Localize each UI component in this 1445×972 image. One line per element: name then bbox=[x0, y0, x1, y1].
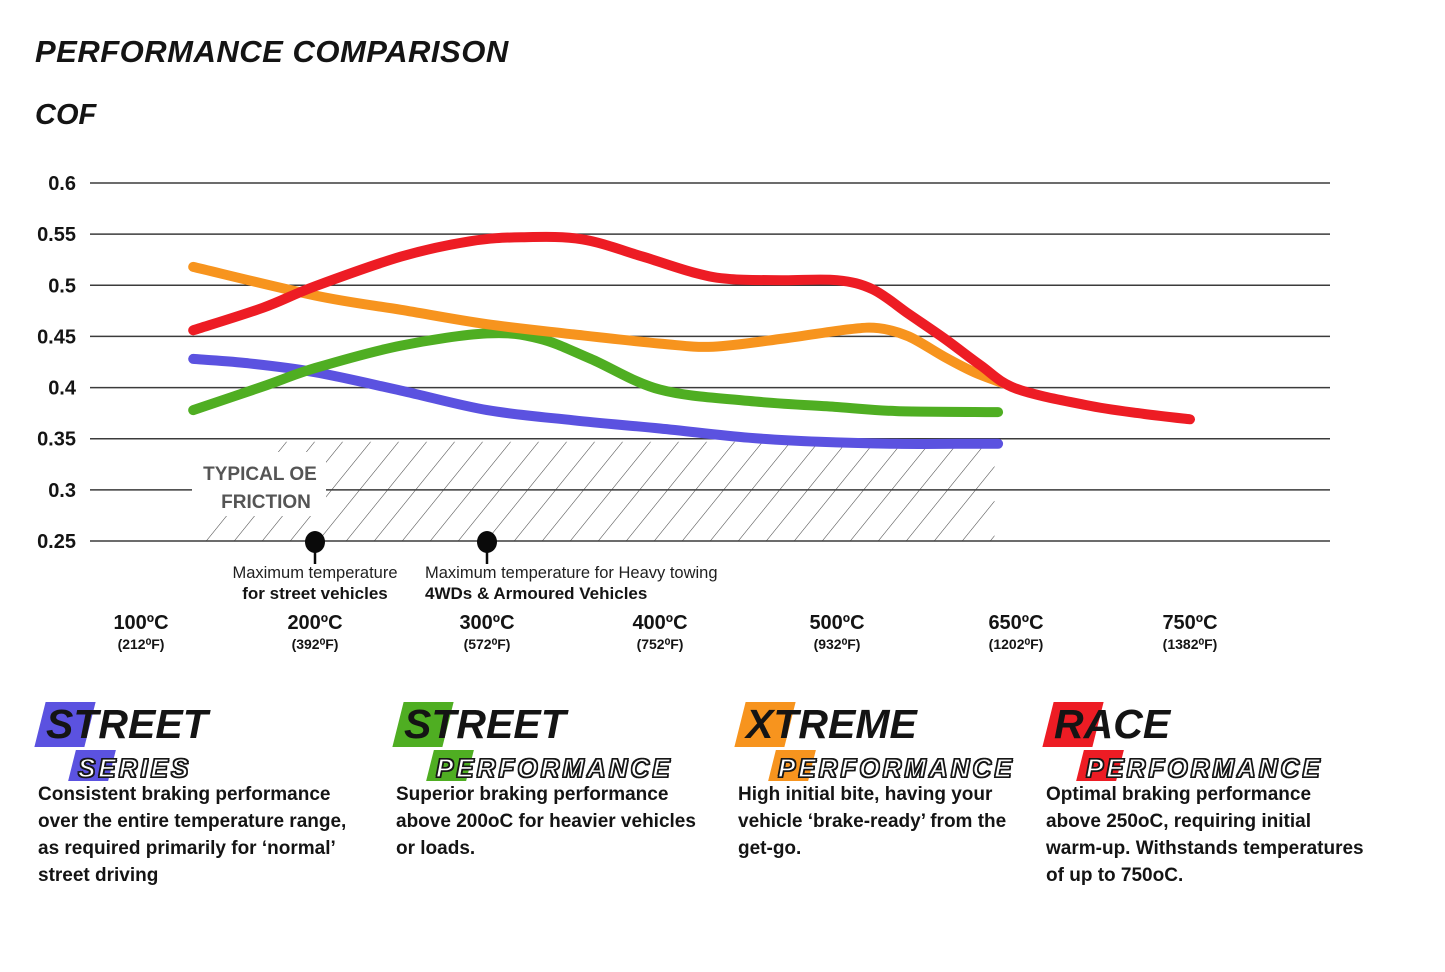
x-tick-label-fahrenheit: (1202⁰F) bbox=[989, 636, 1044, 652]
x-tick-label-fahrenheit: (932⁰F) bbox=[814, 636, 861, 652]
brand-logo-street-series: STREET SERIES bbox=[34, 699, 363, 782]
y-tick-label: 0.6 bbox=[48, 173, 76, 195]
oe-friction-zone: TYPICAL OE FRICTION bbox=[189, 441, 995, 541]
axis-labels: 0.6 0.55 0.5 0.45 0.4 0.35 0.3 0.25 100ºC (212⁰F)… bbox=[37, 173, 1218, 652]
x-tick-label-fahrenheit: (212⁰F) bbox=[118, 636, 165, 652]
logo-word-secondary: PERFORMANCE bbox=[777, 753, 1015, 783]
x-tick-label-fahrenheit: (572⁰F) bbox=[464, 636, 511, 652]
brand-logo-race-performance: RACE PERFORMANCE bbox=[1042, 699, 1368, 782]
marker-label-line2: for street vehicles bbox=[242, 584, 388, 603]
x-tick-label-celsius: 750ºC bbox=[1162, 612, 1217, 634]
y-tick-label: 0.45 bbox=[37, 326, 76, 348]
performance-chart: TYPICAL OE FRICTION Maximum temperature fo… bbox=[37, 173, 1330, 652]
legend-item-street-performance: STREET PERFORMANCE Superior braking perfor… bbox=[392, 699, 716, 863]
brand-logo-street-performance: STREET PERFORMANCE bbox=[392, 699, 716, 782]
legend-description: Consistent braking performance over the … bbox=[38, 784, 347, 886]
x-tick-label-fahrenheit: (392⁰F) bbox=[292, 636, 339, 652]
series-line-street-performance bbox=[188, 328, 1004, 418]
marker-label-line1: Maximum temperature bbox=[232, 564, 397, 582]
legend-description: Superior braking performance above 200oC… bbox=[396, 784, 696, 859]
marker-dot bbox=[477, 531, 497, 553]
y-tick-label: 0.5 bbox=[48, 275, 76, 297]
x-tick-label-celsius: 400ºC bbox=[632, 612, 687, 634]
x-tick-label-celsius: 200ºC bbox=[287, 612, 342, 634]
legend-description: High initial bite, having your vehicle ‘… bbox=[738, 784, 1007, 859]
logo-word-primary: STREET bbox=[46, 701, 208, 747]
x-tick-label-fahrenheit: (1382⁰F) bbox=[1163, 636, 1218, 652]
series-line-xtreme-performance bbox=[188, 261, 1010, 389]
brand-logo-xtreme-performance: XTREME PERFORMANCE bbox=[734, 699, 1012, 782]
series-lines bbox=[188, 231, 1195, 449]
y-tick-label: 0.3 bbox=[48, 480, 76, 502]
y-tick-label: 0.4 bbox=[48, 378, 77, 400]
legend-item-street-series: STREET SERIES Consistent braking performan… bbox=[34, 699, 363, 890]
oe-friction-label-backdrop bbox=[192, 452, 326, 516]
oe-friction-hatch bbox=[189, 441, 995, 541]
logo-word-primary: STREET bbox=[404, 701, 566, 747]
x-tick-label-celsius: 100ºC bbox=[113, 612, 168, 634]
x-tick-label-celsius: 300ºC bbox=[459, 612, 514, 634]
y-tick-label: 0.35 bbox=[37, 429, 76, 451]
page-title: PERFORMANCE COMPARISON bbox=[35, 34, 509, 69]
x-tick-label-celsius: 500ºC bbox=[809, 612, 864, 634]
legend-description: Optimal braking performance above 250oC,… bbox=[1046, 784, 1364, 886]
legend-item-xtreme-performance: XTREME PERFORMANCE High initial bite, havi… bbox=[734, 699, 1012, 863]
marker-label-line1: Maximum temperature for Heavy towing bbox=[425, 564, 718, 582]
x-tick-label-fahrenheit: (752⁰F) bbox=[637, 636, 684, 652]
x-tick-label-celsius: 650ºC bbox=[988, 612, 1043, 634]
y-tick-label: 0.55 bbox=[37, 224, 76, 246]
oe-friction-label-line1: TYPICAL OE bbox=[203, 464, 317, 485]
y-axis-title: COF bbox=[35, 99, 97, 131]
y-tick-label: 0.25 bbox=[37, 531, 76, 553]
logo-word-secondary: PERFORMANCE bbox=[435, 753, 673, 783]
logo-word-secondary: SERIES bbox=[77, 753, 192, 783]
logo-word-primary: XTREME bbox=[746, 701, 917, 747]
series-line-race-performance bbox=[188, 231, 1195, 425]
logo-word-primary: RACE bbox=[1054, 701, 1171, 747]
logo-word-secondary: PERFORMANCE bbox=[1085, 753, 1323, 783]
marker-dot bbox=[305, 531, 325, 553]
oe-friction-label-line2: FRICTION bbox=[221, 492, 311, 513]
marker-label-line2: 4WDs & Armoured Vehicles bbox=[425, 584, 647, 603]
legend-item-race-performance: RACE PERFORMANCE Optimal braking performan… bbox=[1042, 699, 1368, 890]
temperature-markers: Maximum temperature for street vehicles Ma… bbox=[232, 531, 718, 603]
